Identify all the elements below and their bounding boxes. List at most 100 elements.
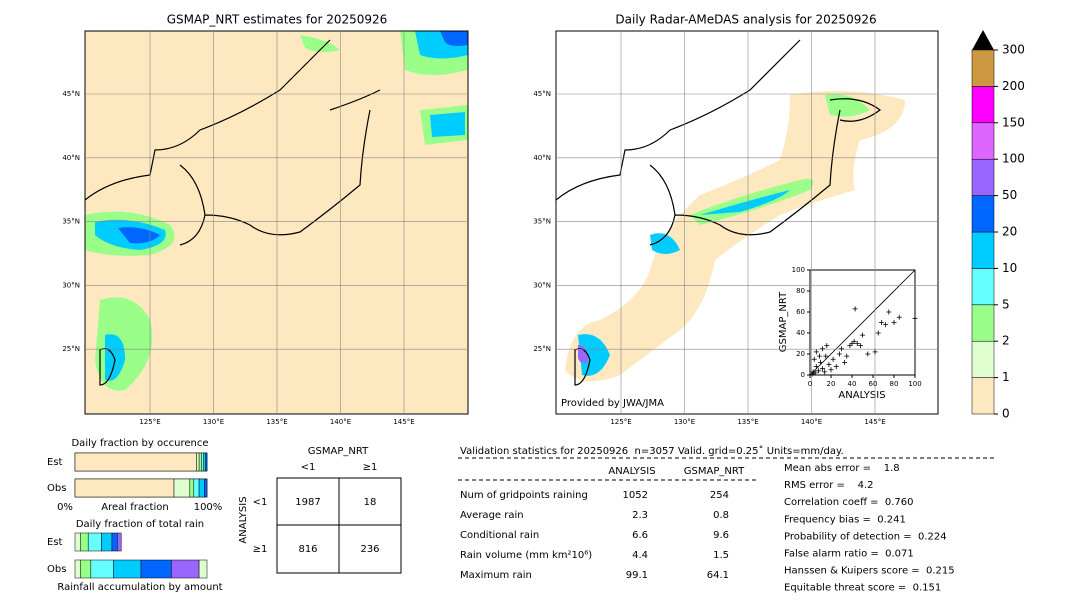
- lat-label: 45°N: [533, 90, 551, 98]
- lat-label: 35°N: [62, 218, 80, 226]
- lon-label: 125°E: [610, 418, 631, 426]
- bar-segment: [74, 532, 81, 552]
- lat-label: 45°N: [62, 90, 80, 98]
- lon-label: 135°E: [737, 418, 758, 426]
- colorbar-label: 150: [1002, 115, 1025, 129]
- colorbar-segment: [971, 195, 995, 233]
- column-header: <1: [301, 462, 316, 473]
- lat-label: 25°N: [62, 345, 80, 353]
- row-label: Obs: [47, 564, 66, 575]
- point: [813, 349, 819, 355]
- point: [886, 309, 892, 315]
- bar-segment: [198, 559, 208, 579]
- total-rain-title: Daily fraction of total rain: [76, 519, 204, 530]
- bar-segment: [140, 559, 172, 579]
- colorbar-label: 50: [1002, 188, 1017, 202]
- point: [878, 320, 884, 325]
- y-tick-label: 40: [796, 329, 805, 337]
- row-label: Rain volume (mm km²10⁶): [460, 550, 592, 561]
- cell-value: 236: [360, 544, 379, 555]
- bar-segment: [74, 478, 175, 498]
- row-label: Obs: [47, 483, 66, 494]
- bar-segment: [113, 559, 142, 579]
- point: [820, 366, 826, 372]
- point: [857, 343, 863, 349]
- point: [839, 346, 844, 352]
- bar-segment: [74, 452, 197, 472]
- lon-label: 140°E: [801, 418, 822, 426]
- score: False alarm ratio = 0.071: [784, 549, 914, 560]
- point: [811, 356, 817, 362]
- colorbar-label: 2: [1002, 334, 1010, 348]
- cell-value: 6.6: [632, 530, 648, 541]
- point: [865, 351, 871, 357]
- bar-segment: [203, 452, 206, 472]
- lon-label: 145°E: [393, 418, 414, 426]
- point: [823, 353, 829, 359]
- colorbar-segment: [971, 304, 995, 342]
- lat-label: 40°N: [533, 154, 551, 162]
- point: [818, 359, 823, 365]
- diagonal: [809, 269, 916, 376]
- bar-segment: [116, 532, 122, 552]
- coastlines: [84, 39, 882, 386]
- score: Hanssen & Kuipers score = 0.215: [784, 566, 955, 577]
- lon-label: 135°E: [266, 418, 287, 426]
- bar-segment: [80, 559, 92, 579]
- colorbar-segment: [971, 377, 995, 415]
- row-label: Num of gridpoints raining: [460, 490, 588, 501]
- point: [847, 343, 853, 349]
- point: [891, 320, 897, 325]
- column-header: ANALYSIS: [608, 466, 655, 477]
- occurrence-title: Daily fraction by occurence: [71, 438, 208, 449]
- point: [849, 341, 855, 346]
- colorbar-label: 5: [1002, 297, 1010, 311]
- point: [854, 341, 860, 346]
- colorbar-segment: [971, 49, 995, 87]
- left-map: [85, 31, 468, 414]
- colorbar-segment: [971, 122, 995, 160]
- colorbar-segment: [971, 86, 995, 124]
- colorbar-segment: [971, 268, 995, 306]
- right-map-frame: [555, 30, 939, 415]
- point: [912, 315, 918, 321]
- point: [860, 332, 865, 338]
- x-tick-label: 80: [890, 380, 899, 388]
- cell-value: 99.1: [626, 570, 648, 581]
- axis-label: 100%: [194, 502, 223, 513]
- point: [824, 343, 830, 349]
- right-map-title: Daily Radar-AMeDAS analysis for 20250926: [615, 13, 876, 27]
- row-label: Conditional rain: [460, 530, 539, 541]
- y-tick-label: 100: [792, 266, 805, 274]
- bar-segment: [204, 478, 208, 498]
- colorbar-segment: [971, 231, 995, 269]
- row-label: Average rain: [460, 510, 524, 521]
- bar-segment: [74, 559, 81, 579]
- colorbar-extend: [972, 30, 994, 50]
- axis-label: 0%: [57, 502, 73, 513]
- cell-value: 2.3: [632, 510, 648, 521]
- point: [883, 322, 889, 328]
- colorbar-label: 1: [1002, 370, 1010, 384]
- point: [852, 306, 858, 312]
- x-tick-label: 60: [869, 380, 878, 388]
- right-map: [556, 31, 938, 414]
- cell-value: 254: [710, 490, 729, 501]
- y-axis-label: GSMAP_NRT: [778, 291, 789, 352]
- bar-segment: [87, 532, 102, 552]
- bar-segment: [196, 452, 200, 472]
- point: [822, 369, 828, 375]
- row-title: ANALYSIS: [238, 496, 249, 543]
- y-tick-label: 20: [796, 350, 805, 358]
- x-axis-label: ANALYSIS: [838, 390, 885, 401]
- point: [842, 359, 848, 365]
- colorbar-label: 200: [1002, 79, 1025, 93]
- colorbar-segment: [971, 158, 995, 196]
- credit: Provided by JWA/JMA: [561, 398, 664, 409]
- bar-segment: [189, 478, 195, 498]
- colorbar-segment: [971, 340, 995, 378]
- cell-value: 9.6: [713, 530, 729, 541]
- contingency-title: GSMAP_NRT: [308, 446, 369, 457]
- point: [810, 369, 816, 375]
